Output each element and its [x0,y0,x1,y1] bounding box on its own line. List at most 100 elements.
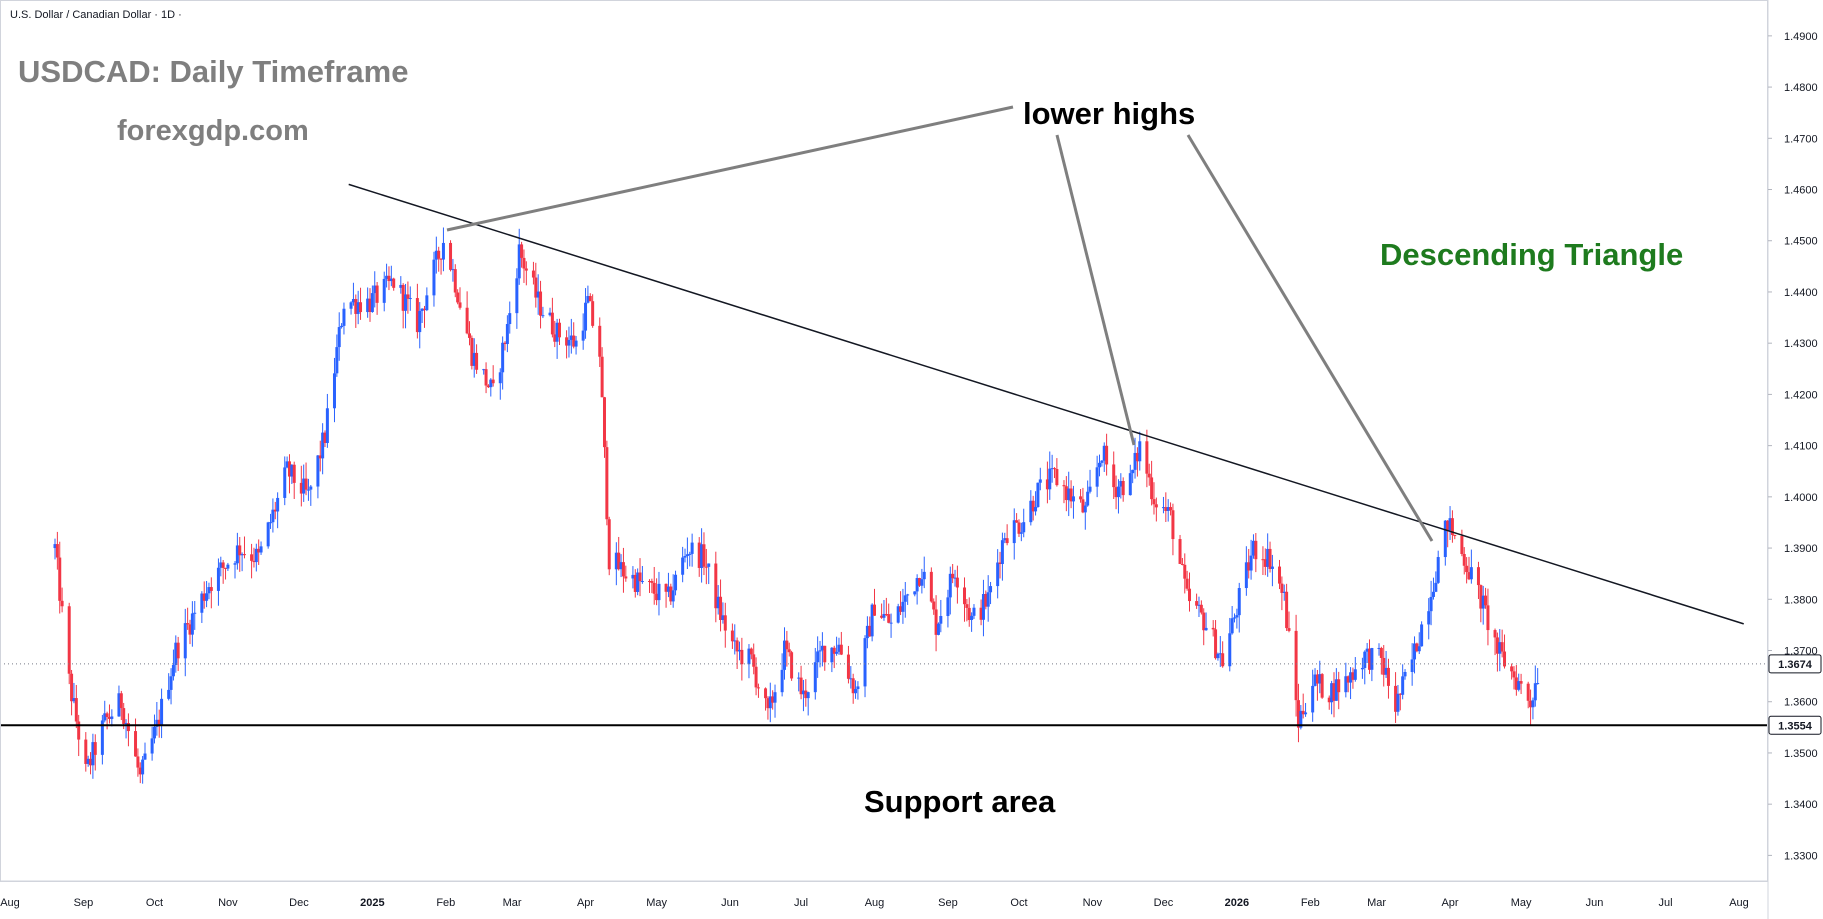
candle-body [773,692,777,703]
candle-body [818,650,822,652]
candle-body [420,308,424,311]
candle-body [1334,679,1338,701]
candle-body [1268,548,1272,569]
candle-body [486,385,490,388]
candle-body [1055,469,1059,486]
candle-body [1019,532,1023,534]
candle-body [349,302,353,309]
candle-body [501,342,505,373]
candle-body [880,615,884,618]
candle-body [134,731,138,757]
candle-body [356,302,360,314]
candle-body [1436,557,1440,583]
candle-body [482,369,486,371]
candle-body [188,624,192,635]
candle-body [269,522,273,524]
candle-body [422,308,426,311]
candle-body [1517,681,1521,690]
x-tick-label: Nov [218,897,238,909]
lower-highs-label: lower highs [1023,96,1195,131]
candle-body [434,250,438,260]
candle-body [1315,674,1319,684]
candle-body [572,335,576,347]
candle-body [1304,712,1308,715]
x-tick-label: Apr [1441,897,1458,909]
candle-body [591,301,595,326]
candle-body [737,649,741,652]
x-tick-label: 2026 [1225,897,1249,909]
candle-body [91,742,95,766]
candle-body [963,587,967,605]
last-price-label-box [1768,654,1822,674]
candle-body [1377,647,1381,649]
chart-title: USDCAD: Daily Timeframe [18,54,408,89]
candle-body [1152,499,1156,505]
candle-body [441,242,445,260]
candle-body [752,654,756,667]
candle-body [846,654,850,679]
candle-body [520,244,524,258]
candle-body [332,373,336,409]
candle-body [896,606,900,623]
candle-body [747,648,751,665]
candle-body [934,609,938,635]
candle-body [257,548,261,553]
candle-body [735,640,739,652]
candle-body [292,464,296,483]
candle-body [536,291,540,298]
support-price-label-box [1768,715,1822,735]
candle-body [1195,601,1199,606]
candle-body [1199,604,1203,613]
candle-body [764,688,768,699]
candle-body [1083,505,1087,513]
candle-body [451,269,455,271]
candle-body [970,615,974,620]
y-tick-label: 1.4800 [1784,82,1818,94]
candle-body [1453,534,1457,537]
x-tick-label: Dec [289,897,309,909]
y-tick-label: 1.4500 [1784,236,1818,248]
candle-body [1514,677,1518,690]
candle-body [401,284,405,311]
candle-body [1249,555,1253,571]
candle-body [167,689,171,699]
candle-body [887,614,891,623]
candle-body [1034,506,1038,512]
support-price-label-text: 1.3554 [1778,720,1813,732]
candle-body [714,563,718,609]
candle-body [122,708,126,724]
candle-body [804,690,808,699]
candle-body [553,334,557,342]
candle-body [489,379,493,388]
candle-body [882,613,886,618]
candle-body [652,582,656,594]
candle-body [276,497,280,512]
candle-body [1050,468,1054,470]
candle-body [797,677,801,679]
candle-body [1431,591,1435,597]
candle-body [1119,481,1123,487]
symbol-header[interactable]: U.S. Dollar / Canadian Dollar · 1D · [10,9,182,21]
candle-body [157,719,161,726]
candle-body [432,259,436,296]
candle-body [832,647,836,654]
y-tick-label: 1.4300 [1784,338,1818,350]
candle-body [723,615,727,631]
candle-body [221,562,225,568]
candle-body [235,545,239,564]
candle-body [1287,628,1291,631]
candle-body [932,601,936,610]
candle-body [671,590,675,602]
candle-body [190,613,194,635]
candle-body [830,647,834,663]
candle-body [1368,648,1372,670]
candle-body [290,464,294,477]
candle-body [588,296,592,302]
candle-body [1332,683,1336,701]
candle-body [790,652,794,679]
y-tick-label: 1.4400 [1784,287,1818,299]
lower-high-callout-line [1186,134,1434,542]
candle-body [1510,666,1514,672]
candle-body [1500,642,1504,652]
